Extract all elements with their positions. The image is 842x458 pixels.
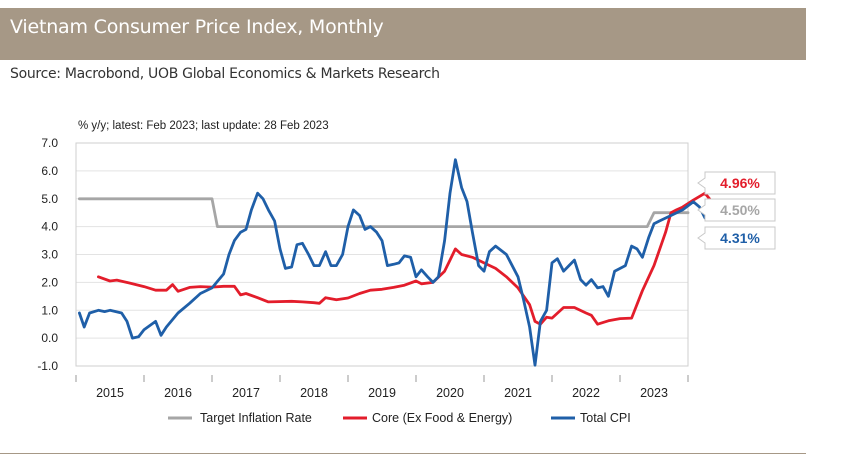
callout-pointer [697,198,776,222]
x-tick-label: 2018 [300,386,328,400]
legend-entry: Target Inflation Rate [168,411,312,425]
plot-frame [75,142,689,367]
y-tick-label: 3.0 [41,248,58,262]
y-tick-label: 1.0 [41,303,58,317]
header-band [0,8,806,60]
y-tick-label: 7.0 [41,136,58,150]
legend-label: Target Inflation Rate [200,411,312,425]
bottom-divider [0,453,806,454]
x-tick-label: 2023 [640,386,668,400]
legend-label: Core (Ex Food & Energy) [372,411,512,425]
y-tick-label: 2.0 [41,275,58,289]
x-tick-label: 2021 [504,386,532,400]
legend-label: Total CPI [580,411,631,425]
y-tick-label: 6.0 [41,164,58,178]
series-line-target-inflation-rate [78,197,690,228]
callout-box: 4.96% [697,171,776,195]
page-title: Vietnam Consumer Price Index, Monthly [10,16,384,38]
series-line-core-ex-food-energy [97,191,712,326]
y-tick-label: 4.0 [41,220,58,234]
legend-entry: Total CPI [551,411,631,425]
callout-box: 4.31% [697,226,776,250]
x-tick-label: 2020 [436,386,464,400]
chart-subtitle: % y/y; latest: Feb 2023; last update: 28… [78,120,329,132]
legend-entry: Core (Ex Food & Energy) [343,411,512,425]
x-tick-label: 2015 [96,386,124,400]
y-tick-label: -1.0 [37,359,58,373]
x-tick-label: 2016 [164,386,192,400]
callout-label: 4.96% [720,175,760,191]
callout-label: 4.31% [720,230,760,246]
x-tick-label: 2022 [572,386,600,400]
y-tick-label: 5.0 [41,192,58,206]
callout-pointer [697,226,776,250]
x-tick-label: 2019 [368,386,396,400]
callout-box: 4.50% [697,198,776,222]
y-tick-label: 0.0 [41,331,58,345]
callout-label: 4.50% [720,202,760,218]
series-line-total-cpi [78,158,707,367]
x-tick-label: 2017 [232,386,260,400]
source-note: Source: Macrobond, UOB Global Economics … [10,66,440,82]
callout-pointer [697,171,776,195]
